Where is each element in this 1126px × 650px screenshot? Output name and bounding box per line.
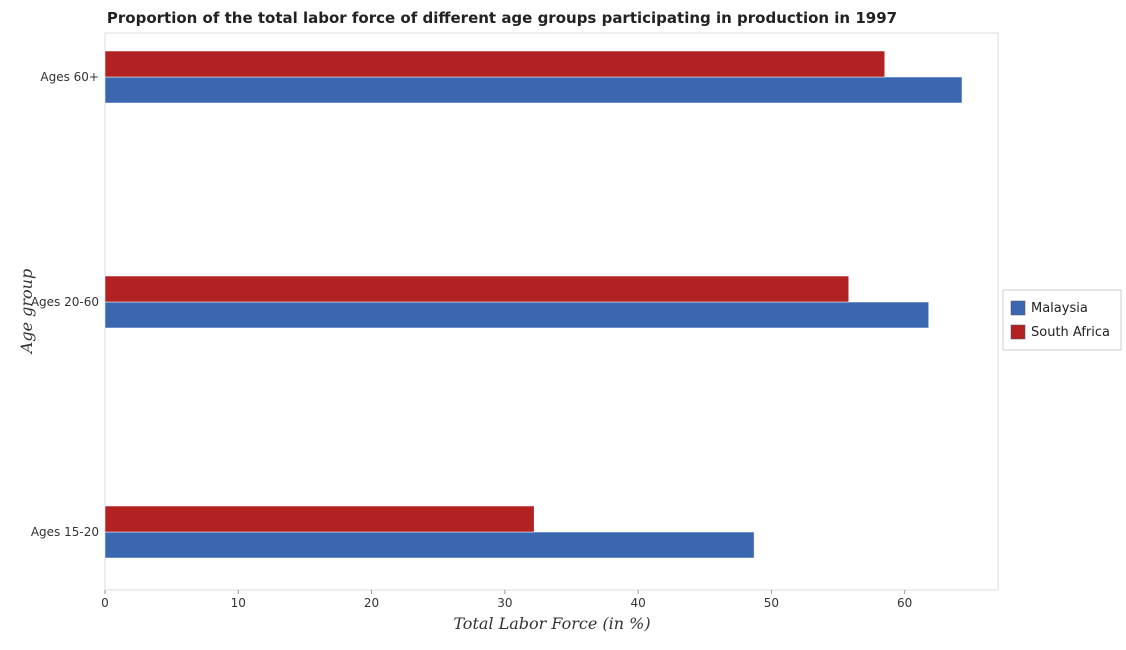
y-tick-label: Ages 15-20 [31,525,99,539]
legend-swatch [1010,324,1026,340]
bar-south-africa-ages-20-60 [104,275,849,303]
bars-group [104,50,963,559]
x-tick-labels: 0 10 20 30 40 50 60 [101,590,912,610]
legend-label: South Africa [1031,325,1110,340]
x-axis-title: Total Labor Force (in %) [453,614,650,633]
x-tick-label: 10 [231,596,246,610]
legend-swatch [1010,300,1026,316]
x-tick-label: 20 [364,596,379,610]
x-tick-label: 50 [764,596,779,610]
x-tick-label: 0 [101,596,109,610]
y-tick-label: Ages 20-60 [31,295,99,309]
x-tick-label: 30 [497,596,512,610]
x-tick-label: 40 [630,596,645,610]
bar-malaysia-ages-15-20 [104,531,755,559]
chart-title: Proportion of the total labor force of d… [107,9,897,27]
bar-malaysia-ages-20-60 [104,301,929,329]
bar-south-africa-ages-60- [104,50,885,78]
y-axis-title: Age group [17,269,36,355]
legend-label: Malaysia [1031,301,1088,316]
x-tick-label: 60 [897,596,912,610]
y-tick-labels: Ages 15-20 Ages 20-60 Ages 60+ [31,70,99,539]
bar-malaysia-ages-60- [104,76,963,104]
legend: Malaysia South Africa [1002,289,1122,351]
y-tick-label: Ages 60+ [40,70,99,84]
legend-box [1002,289,1122,351]
bar-south-africa-ages-15-20 [104,505,535,533]
